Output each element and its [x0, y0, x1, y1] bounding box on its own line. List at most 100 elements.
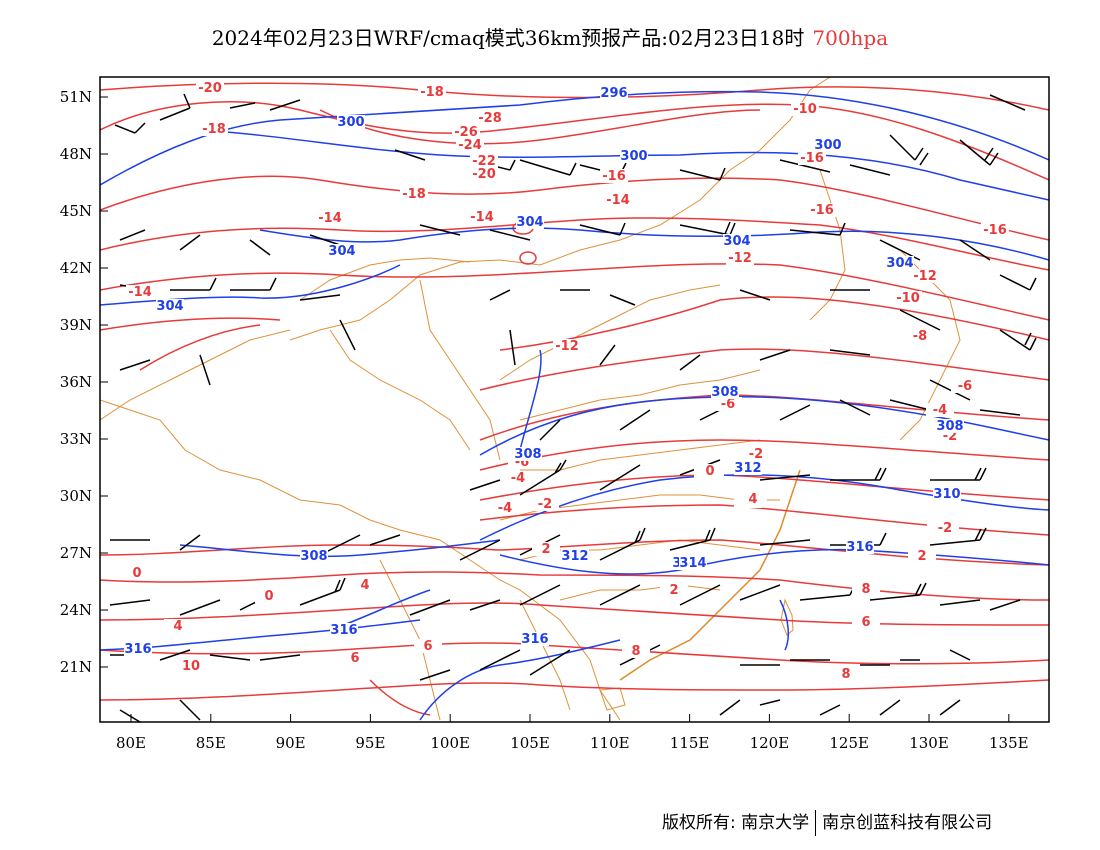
- temperature-label-bg: [414, 639, 442, 653]
- height-label-bg: [514, 447, 542, 461]
- height-label-bg: [620, 149, 648, 163]
- wind-barbs: [109, 93, 1037, 722]
- height-label-bg: [814, 138, 842, 152]
- temperature-label: 0: [264, 589, 273, 604]
- temperature-label-bg: [739, 492, 767, 506]
- footer-divider: [815, 810, 817, 836]
- coast-east: [619, 469, 801, 681]
- height-label-bg: [516, 215, 544, 229]
- temperature-label: -6: [958, 379, 972, 394]
- temperature-label-bg: [931, 521, 959, 535]
- temperature-label: -16: [983, 223, 1007, 238]
- temperature-label: 2: [917, 549, 926, 564]
- temperature-label-bg: [798, 151, 826, 165]
- height-label-bg: [600, 86, 628, 100]
- temperature-label: -28: [478, 111, 502, 126]
- copyright-left: 版权所有: 南京大学: [662, 813, 810, 833]
- temperature-label-bg: [351, 578, 379, 592]
- temperature-label-bg: [123, 566, 151, 580]
- height-label-bg: [734, 461, 762, 475]
- temperature-label: 8: [841, 667, 850, 682]
- temperature-label: -2: [938, 521, 952, 536]
- height-label: 308: [514, 447, 541, 462]
- lon-tick-label: 100E: [430, 734, 470, 752]
- temperature-label: 8: [631, 644, 640, 659]
- height-label: 304: [328, 244, 355, 259]
- temperature-label: -12: [555, 339, 579, 354]
- lon-tick-label: 85E: [196, 734, 226, 752]
- lon-tick-label: 125E: [829, 734, 869, 752]
- lat-tick-label: 30N: [60, 487, 92, 505]
- temperature-label-bg: [177, 659, 205, 673]
- temperature-label-bg: [316, 211, 344, 225]
- temperature-label-bg: [470, 154, 498, 168]
- lon-tick-label: 110E: [590, 734, 630, 752]
- province-1: [419, 279, 501, 461]
- lat-tick-label: 24N: [60, 601, 92, 619]
- temperature-label-bg: [908, 549, 936, 563]
- height-label: 308: [936, 419, 963, 434]
- height-label: 304: [516, 215, 543, 230]
- lon-tick-label: 95E: [355, 734, 385, 752]
- longitude-axis: 80E 85E 90E 95E 100E 105E 110E 115E 120E 125E 130E…: [116, 714, 1029, 752]
- lon-tick-label: 80E: [116, 734, 146, 752]
- height-label: 300: [814, 138, 841, 153]
- temperature-label-bg: [808, 203, 836, 217]
- height-labels: 296 300 300 300 304 304 304 304 304 308 308 308 308 3…: [124, 86, 964, 657]
- height-label: 308: [711, 385, 738, 400]
- temperature-label: 6: [861, 615, 870, 630]
- temperature-labels: -20 -18-10-28-26-24-22-20-18-16-16-14 -14-…: [123, 81, 1009, 682]
- map-frame: [99, 76, 1050, 723]
- temperature-label: 6: [350, 651, 359, 666]
- temperature-label: -16: [810, 203, 834, 218]
- temperature-label: -4: [933, 403, 947, 418]
- temperature-label-bg: [476, 111, 504, 125]
- temperature-label-bg: [491, 501, 519, 515]
- temperature-contours: [100, 82, 1049, 716]
- temperature-label: -22: [472, 154, 496, 169]
- height-label: 304: [723, 234, 750, 249]
- korea-border: [809, 169, 846, 321]
- temperature-label-bg: [255, 589, 283, 603]
- temperature-label: -18: [402, 187, 426, 202]
- temperature-label: -4: [511, 471, 525, 486]
- province-3: [499, 284, 721, 381]
- temperature-label-bg: [553, 339, 581, 353]
- west-border: [100, 329, 291, 421]
- temperature-label: 8: [861, 582, 870, 597]
- temperature-label-bg: [906, 329, 934, 343]
- height-label-bg: [328, 244, 356, 258]
- temperature-label-bg: [742, 447, 770, 461]
- temperature-label-bg: [126, 285, 154, 299]
- temperature-label: -8: [913, 329, 927, 344]
- temperature-label: 2: [541, 542, 550, 557]
- temperature-label-bg: [600, 169, 628, 183]
- temperature-label: -18: [420, 85, 444, 100]
- temperature-label: -14: [470, 210, 494, 225]
- temperature-label-bg: [604, 193, 632, 207]
- height-label-bg: [886, 256, 914, 270]
- temperature-label: -16: [800, 151, 824, 166]
- temperature-label-bg: [911, 269, 939, 283]
- temperature-label-bg: [341, 651, 369, 665]
- mongolia-border: [299, 257, 471, 301]
- china-border-north: [289, 77, 831, 341]
- lon-tick-label: 130E: [909, 734, 949, 752]
- temperature-label: 6: [423, 639, 432, 654]
- height-label: 304: [886, 256, 913, 271]
- height-label: 300: [337, 115, 364, 130]
- temperature-label-bg: [852, 615, 880, 629]
- temperature-label: -2: [538, 497, 552, 512]
- temperature-label-bg: [504, 471, 532, 485]
- height-label-bg: [300, 549, 328, 563]
- temperature-label-bg: [894, 291, 922, 305]
- temperature-label: -14: [128, 285, 152, 300]
- temperature-label-bg: [468, 210, 496, 224]
- hainan-border: [599, 687, 626, 711]
- height-label-bg: [521, 632, 549, 646]
- height-label: 310: [933, 487, 960, 502]
- height-label: 304: [156, 299, 183, 314]
- temperature-label: -2: [749, 447, 763, 462]
- borders-layer: [100, 77, 961, 721]
